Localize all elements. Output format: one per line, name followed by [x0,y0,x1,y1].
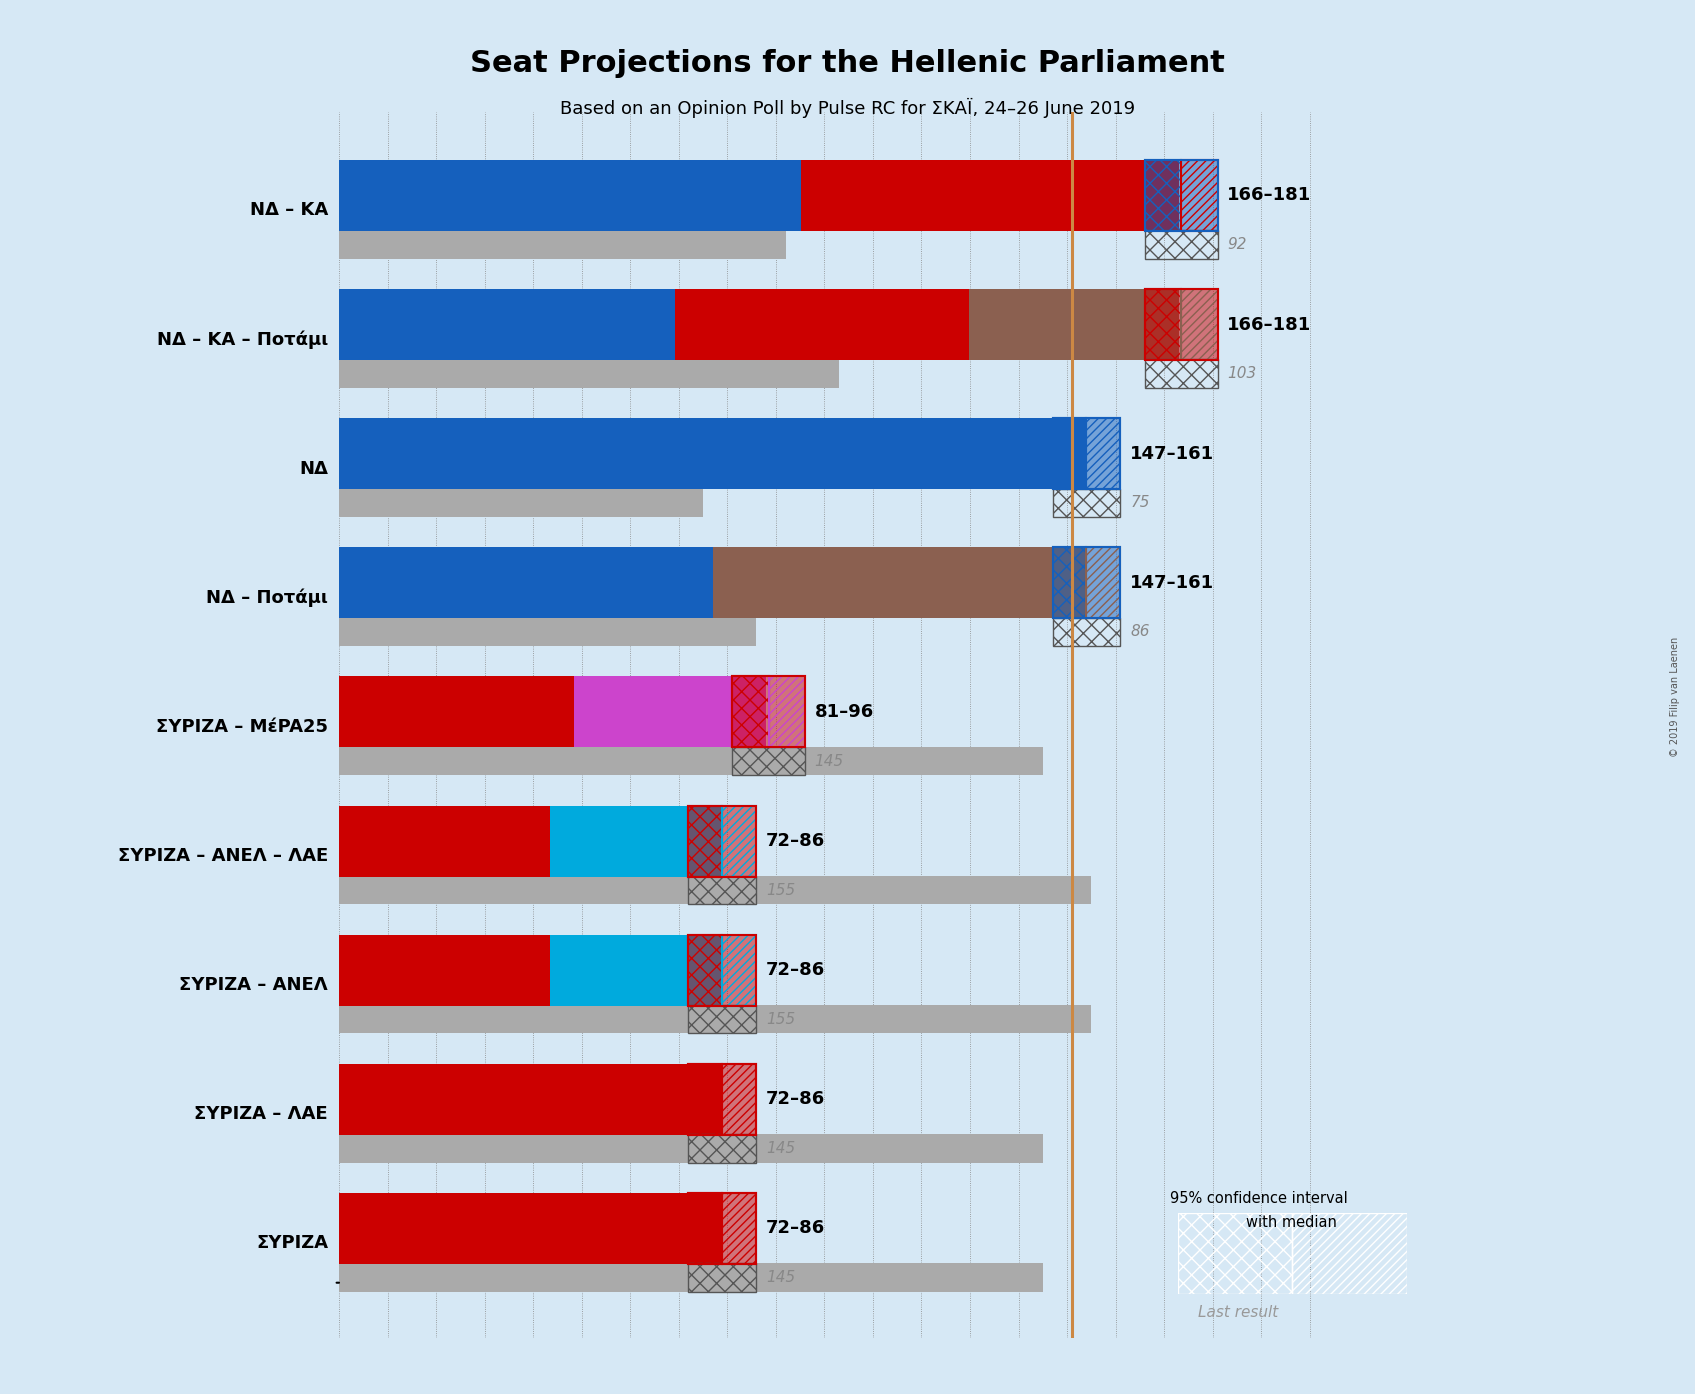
Text: 145: 145 [766,1270,795,1285]
Text: 72–86: 72–86 [766,832,825,850]
Bar [688,1064,756,1135]
Bar [688,1193,722,1264]
Bar [1181,289,1217,360]
Bar [339,160,800,231]
Bar [688,935,722,1005]
Bar [722,1064,756,1135]
Bar [688,1193,756,1264]
Bar [339,1005,1092,1033]
Bar [688,1135,756,1163]
Bar [339,1064,722,1135]
Bar [1181,160,1217,231]
Bar [339,418,1086,489]
Bar [712,548,1086,619]
Bar [339,1135,1042,1163]
Bar [1292,1213,1407,1294]
Bar [1144,360,1217,388]
Text: 75: 75 [1131,495,1149,510]
Text: Last result: Last result [1198,1305,1278,1320]
Bar [1144,160,1217,231]
Bar [1144,289,1217,360]
Bar [688,935,756,1005]
Text: 95% confidence interval: 95% confidence interval [1170,1190,1348,1206]
Bar [339,935,549,1005]
Text: 103: 103 [1227,367,1256,381]
Text: 72–86: 72–86 [766,1090,825,1108]
Bar [732,676,768,747]
Bar [339,360,839,388]
Bar [722,1193,756,1264]
Bar [1144,289,1181,360]
Text: 147–161: 147–161 [1131,445,1214,463]
Bar [688,806,722,877]
Bar [339,747,1042,775]
Text: Seat Projections for the Hellenic Parliament: Seat Projections for the Hellenic Parlia… [470,49,1225,78]
Text: 166–181: 166–181 [1227,315,1312,333]
Text: 92: 92 [1227,237,1248,252]
Text: 147–161: 147–161 [1131,574,1214,592]
Bar [732,676,805,747]
Bar [768,676,805,747]
Bar [1053,488,1120,517]
Bar [1053,618,1120,645]
Text: with median: with median [1246,1214,1337,1230]
Bar [722,806,756,877]
Bar [688,1064,722,1135]
Bar [339,1193,722,1264]
Text: 72–86: 72–86 [766,1220,825,1238]
Bar [688,935,756,1005]
Bar [688,806,756,877]
Bar [339,676,575,747]
Bar [549,806,722,877]
Text: 145: 145 [766,1140,795,1156]
Bar [688,875,756,905]
Bar [339,806,549,877]
Bar [1086,548,1120,619]
Text: 81–96: 81–96 [815,703,875,721]
Bar [970,289,1178,360]
Bar [688,1193,756,1264]
Bar [722,935,756,1005]
Bar [549,935,722,1005]
Text: © 2019 Filip van Laenen: © 2019 Filip van Laenen [1670,637,1680,757]
Bar [339,875,1092,905]
Bar [339,548,712,619]
Bar [732,676,805,747]
Bar [1086,418,1120,489]
Text: 155: 155 [766,1012,795,1027]
Bar [575,676,766,747]
Bar [732,747,805,775]
Bar [1053,548,1086,619]
Bar [1053,418,1086,489]
Bar [688,806,756,877]
Bar [688,1263,756,1292]
Bar [339,230,785,259]
Text: Based on an Opinion Poll by Pulse RC for ΣΚΑΪ, 24–26 June 2019: Based on an Opinion Poll by Pulse RC for… [559,98,1136,117]
Bar [1053,548,1120,619]
Bar [1053,418,1120,489]
Text: 72–86: 72–86 [766,962,825,979]
Bar [339,1263,1042,1292]
Bar [339,488,703,517]
Text: 86: 86 [1131,625,1149,640]
Bar [1144,289,1217,360]
Text: 166–181: 166–181 [1227,187,1312,205]
Bar [1144,160,1217,231]
Bar [688,1005,756,1033]
Bar [1144,230,1217,259]
Text: 145: 145 [815,754,844,768]
Bar [1053,548,1120,619]
Bar [688,1064,756,1135]
Bar [339,618,756,645]
Bar [339,289,675,360]
Bar [1178,1213,1292,1294]
Bar [675,289,970,360]
Bar [1144,160,1181,231]
Bar [1053,418,1120,489]
Bar [800,160,1178,231]
Text: 155: 155 [766,882,795,898]
